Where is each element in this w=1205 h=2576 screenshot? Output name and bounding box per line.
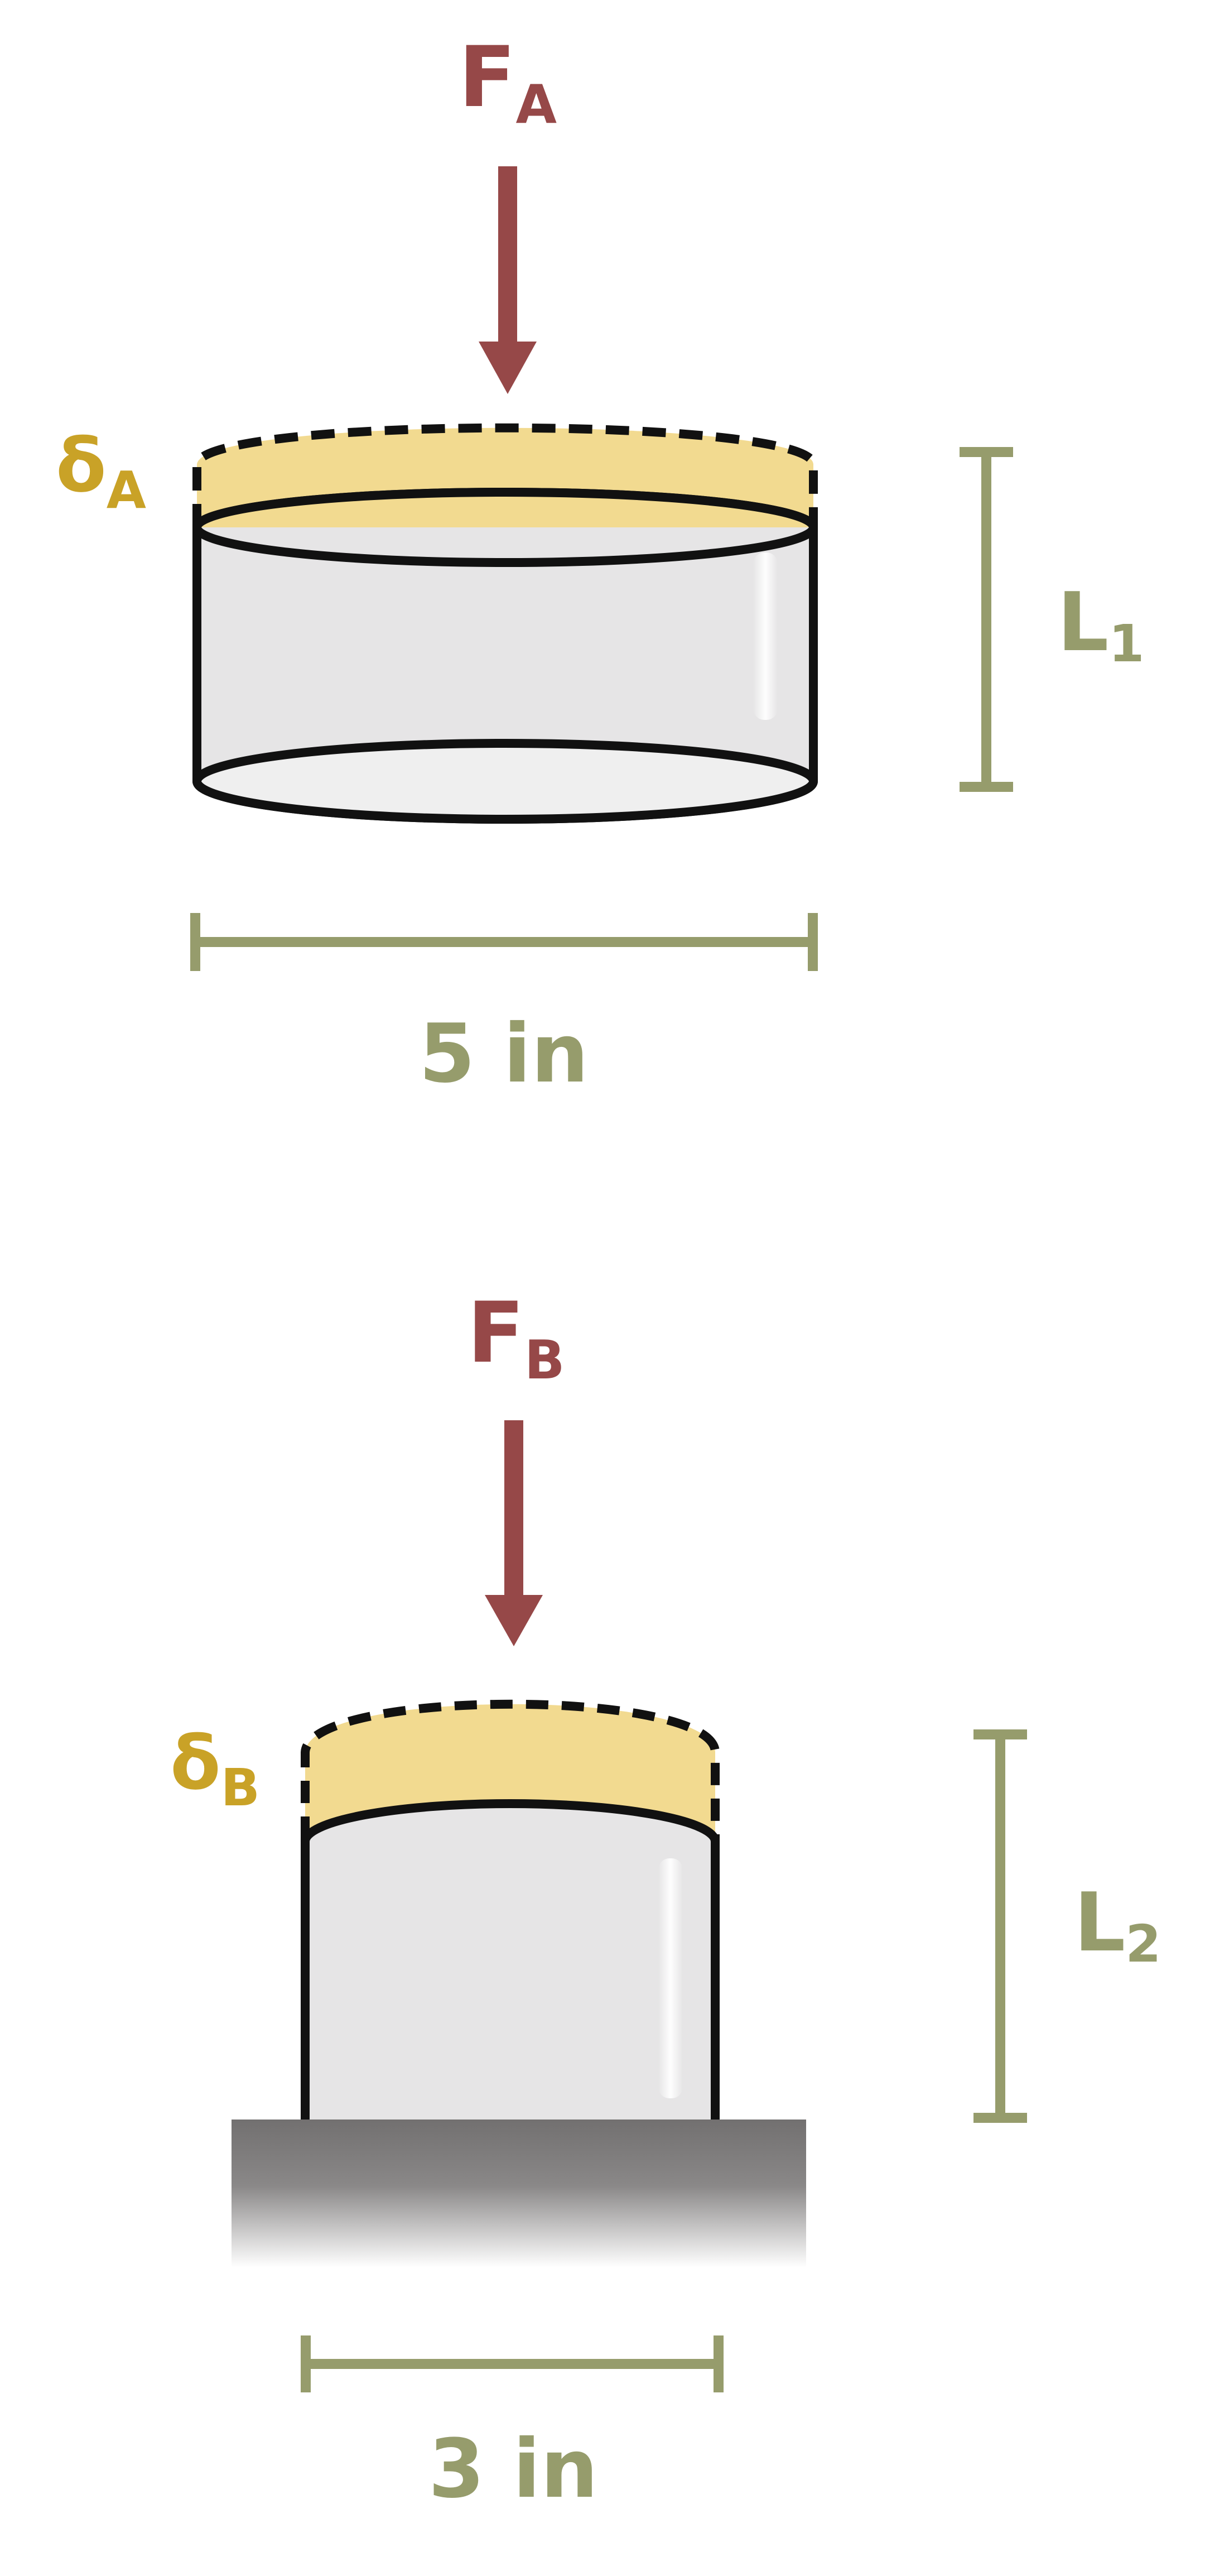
cylinder-b-group: FB δB (170, 1285, 1161, 2516)
length-a-label: L1 (1057, 575, 1144, 674)
length-b-main: L (1074, 1876, 1125, 1970)
deformation-a-sub: A (107, 460, 146, 520)
cylinder-b-gloss (658, 1858, 683, 2098)
length-a-dimension (960, 447, 1013, 792)
diameter-a-label: 5 in (419, 1007, 589, 1101)
diameter-b-dimension (301, 2335, 724, 2392)
cylinder-a-group: FA δA L1 (56, 29, 1144, 1101)
deformation-b-label: δB (170, 1720, 260, 1818)
deformation-a-label: δA (56, 423, 146, 520)
force-b-arrow (485, 1420, 543, 1646)
force-a-main: F (459, 29, 515, 126)
force-a-label: FA (459, 29, 557, 136)
cylinder-a-gloss (753, 552, 778, 720)
length-a-sub: 1 (1108, 614, 1144, 674)
diameter-b-label: 3 in (428, 2422, 598, 2516)
cylinder-a-body (192, 488, 818, 824)
deformation-b-main: δ (170, 1720, 221, 1806)
length-b-sub: 2 (1125, 1914, 1161, 1974)
diameter-a-dimension (190, 913, 818, 971)
ground-support (232, 2120, 806, 2267)
force-b-main: F (467, 1285, 524, 1382)
length-b-dimension (973, 1729, 1027, 2123)
deformation-b-sub: B (221, 1758, 260, 1818)
deformation-a-main: δ (56, 423, 107, 509)
cylinder-b-body (301, 1799, 720, 2123)
force-b-sub: B (524, 1330, 565, 1391)
force-a-sub: A (515, 74, 557, 136)
length-b-label: L2 (1074, 1876, 1161, 1974)
force-a-arrow (479, 166, 537, 394)
length-a-main: L (1057, 575, 1108, 670)
force-b-label: FB (467, 1285, 565, 1391)
